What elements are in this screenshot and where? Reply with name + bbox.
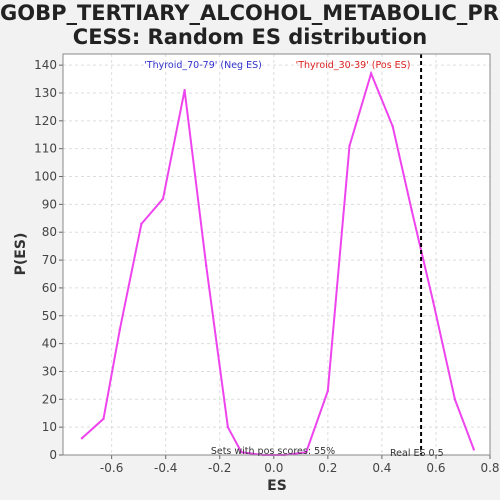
data-point <box>305 451 308 454</box>
y-tick-label: 120 <box>34 114 57 128</box>
data-point <box>391 125 394 128</box>
data-point <box>118 328 121 331</box>
plot-border <box>62 53 491 456</box>
y-tick-label: 70 <box>42 253 57 267</box>
y-tick-label: 130 <box>34 86 57 100</box>
y-tick-label: 90 <box>42 197 57 211</box>
x-tick-label: 0.0 <box>264 461 283 475</box>
neg-es-annotation: 'Thyroid_70-79' (Neg ES) <box>144 60 262 71</box>
x-tick-label: 0.6 <box>426 461 445 475</box>
y-tick-label: 20 <box>42 392 57 406</box>
y-tick-label: 50 <box>42 309 57 323</box>
chart-title-line-2: CESS: Random ES distribution <box>72 25 428 49</box>
y-tick-label: 40 <box>42 337 57 351</box>
data-point <box>472 448 475 451</box>
chart-title-line-1: GOBP_TERTIARY_ALCOHOL_METABOLIC_PRO <box>0 1 500 25</box>
pos-scores-annotation: Sets with pos scores: 55% <box>211 446 335 457</box>
y-tick-label: 60 <box>42 281 57 295</box>
y-tick-label: 80 <box>42 225 57 239</box>
data-point <box>348 144 351 148</box>
x-tick-label: 0.2 <box>318 461 337 475</box>
x-tick-label: -0.6 <box>100 461 123 475</box>
data-point <box>369 72 373 75</box>
data-point <box>140 222 143 226</box>
data-point <box>183 89 186 92</box>
data-point <box>226 425 230 429</box>
x-tick-label: -0.4 <box>154 461 177 475</box>
x-tick-label: 0.4 <box>372 461 391 475</box>
x-axis-label: ES <box>267 478 287 494</box>
data-point <box>240 451 243 454</box>
y-tick-label: 110 <box>34 142 57 156</box>
data-point <box>205 264 208 267</box>
y-tick-label: 10 <box>42 420 57 434</box>
data-point <box>326 389 330 393</box>
x-ticks: -0.6 -0.4 -0.2 0.0 0.2 0.4 0.6 0.8 <box>100 455 500 475</box>
y-tick-label: 0 <box>49 448 57 462</box>
plot-area <box>63 54 490 455</box>
y-tick-label: 100 <box>34 170 57 184</box>
real-es-annotation: Real ES 0.5 <box>390 448 444 459</box>
data-point <box>453 398 457 401</box>
y-axis-label: P(ES) <box>13 233 29 276</box>
data-point <box>432 300 435 304</box>
series-points <box>80 72 475 457</box>
x-tick-label: 0.8 <box>480 461 499 475</box>
data-point <box>410 208 413 212</box>
data-point <box>161 197 165 201</box>
y-tick-label: 30 <box>42 364 57 378</box>
y-ticks: 0 10 20 30 40 50 60 70 80 90 100 110 120 130 140 <box>34 58 63 462</box>
x-tick-label: -0.2 <box>208 461 231 475</box>
y-tick-label: 140 <box>34 58 57 72</box>
data-point <box>102 417 105 420</box>
pos-es-annotation: 'Thyroid_30-39' (Pos ES) <box>296 60 411 71</box>
data-point <box>80 437 84 440</box>
